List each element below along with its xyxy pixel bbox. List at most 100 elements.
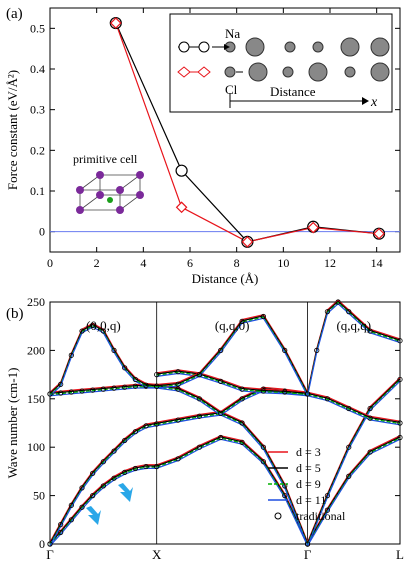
y-tick-label: 150: [27, 392, 45, 406]
x-tick-label: 0: [47, 256, 53, 270]
traditional-point: [68, 517, 74, 523]
traditional-point: [79, 388, 85, 394]
traditional-point: [68, 389, 74, 395]
band-lo: [156, 317, 309, 397]
y-tick-label: 50: [33, 489, 45, 503]
traditional-point: [196, 413, 202, 419]
traditional-point: [154, 421, 160, 427]
traditional-point: [367, 415, 373, 421]
na-legend-marker: [198, 41, 210, 53]
panel-a: (a) 0 2 4 6 8 10 12 14 0 0.1 0.2 0.3 0.4 0.5 Force co…: [5, 6, 401, 286]
segment-labels: (0,0,q) (q,q,0) (q,q,q): [86, 318, 371, 333]
band-la: [307, 380, 401, 547]
band-ta: [307, 436, 401, 544]
traditional-point: [367, 405, 373, 412]
band-to: [49, 383, 157, 393]
traditional-point: [154, 463, 160, 470]
x-tick-label: 10: [277, 256, 289, 270]
traditional-point: [239, 386, 245, 392]
traditional-point: [68, 502, 74, 508]
path-point-label: Γ: [46, 547, 54, 562]
distance-arrowhead: [362, 97, 369, 105]
path-point-label: Γ: [304, 547, 312, 562]
traditional-point: [47, 541, 53, 547]
band-ta: [49, 466, 157, 546]
traditional-point: [218, 347, 224, 353]
panel-b-ticks: 0 50 100 150 200 250 Γ X Γ L: [27, 295, 404, 562]
band-la: [156, 386, 308, 415]
band-to: [307, 395, 401, 426]
band-ta1: [156, 436, 309, 544]
y-tick-label: 0.1: [30, 184, 45, 198]
traditional-point: [175, 381, 181, 387]
y-tick-label: 0.4: [30, 62, 45, 76]
distance-label: Distance: [270, 84, 316, 99]
panel-a-frame: [49, 7, 401, 253]
atom: [284, 41, 296, 53]
traditional-point: [79, 485, 85, 491]
cl-legend-marker: [177, 66, 191, 78]
atom: [312, 41, 324, 53]
traditional-point: [175, 456, 181, 462]
traditional-point: [260, 444, 267, 450]
traditional-point: [132, 429, 138, 435]
traditional-point: [218, 434, 224, 441]
traditional-point: [143, 423, 149, 429]
traditional-point: [122, 469, 128, 475]
traditional-point: [304, 391, 311, 397]
panel-a-label: (a): [6, 6, 23, 22]
band-to: [156, 370, 308, 394]
path-point-label: L: [396, 547, 404, 562]
traditional-point: [175, 369, 181, 375]
traditional-point: [397, 420, 403, 426]
segment-label: (q,q,q): [336, 318, 371, 333]
traditional-point: [111, 347, 117, 353]
band-ta2: [156, 412, 309, 544]
traditional-point: [239, 396, 245, 402]
traditional-point: [346, 309, 352, 315]
band-to: [49, 385, 157, 394]
y-tick-label: 100: [27, 440, 45, 454]
traditional-point: [335, 299, 341, 305]
traditional-point: [324, 309, 331, 315]
y-tick-label: 0.3: [30, 103, 45, 117]
traditional-point: [122, 384, 128, 390]
legend-cl-label: Cl: [225, 82, 238, 97]
x-tick-label: 14: [371, 256, 383, 270]
atom: [245, 37, 265, 57]
y-tick-label: 0: [39, 537, 45, 551]
legend-na-label: Na: [225, 26, 240, 41]
traditional-point: [397, 434, 403, 441]
panel-a-ylabel: Force constant (eV/Å²): [5, 70, 20, 190]
traditional-point: [260, 459, 267, 465]
band-lo: [306, 299, 401, 393]
traditional-point: [260, 313, 267, 320]
traditional-point: [132, 376, 138, 383]
band-ta2: [156, 410, 309, 543]
traditional-point: [111, 448, 117, 454]
traditional-point: [58, 522, 64, 528]
band-lo: [49, 326, 157, 397]
traditional-point: [58, 381, 64, 387]
atom: [344, 66, 356, 78]
traditional-point: [239, 420, 245, 426]
traditional-point: [397, 338, 403, 344]
legend-label: traditional: [296, 509, 346, 523]
y-tick-label: 0: [39, 225, 45, 239]
x-tick-label: 2: [94, 256, 100, 270]
panel-b-legend: d = 3 d = 5 d = 9 d = 11 traditional: [268, 445, 346, 523]
segment-label: (q,q,0): [215, 318, 250, 333]
legend-cl: Cl: [177, 66, 238, 97]
data-point-cl: [373, 227, 385, 240]
traditional-point: [282, 492, 288, 499]
atom: [370, 37, 390, 57]
x-tick-label: 12: [324, 256, 336, 270]
traditional-point: [175, 417, 181, 423]
panel-a-plot: [50, 16, 400, 248]
y-tick-label: 0.5: [30, 21, 45, 35]
atom: [370, 62, 390, 82]
band-lo: [49, 325, 157, 396]
band-to: [156, 371, 308, 396]
segment-label: (0,0,q): [86, 318, 121, 333]
band-lo: [156, 315, 309, 394]
